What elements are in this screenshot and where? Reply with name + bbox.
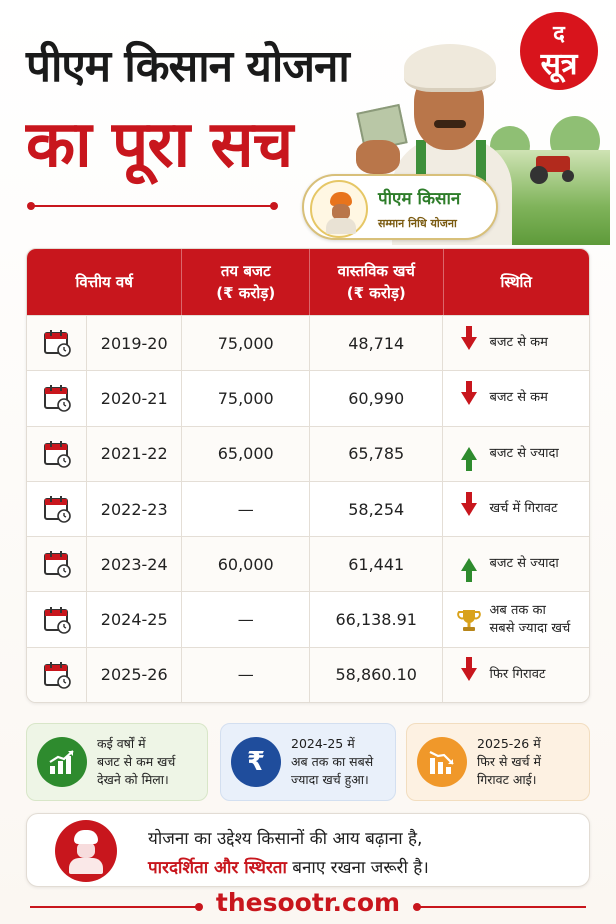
budget-cell: 60,000 <box>182 537 310 592</box>
footer-rule-left <box>30 903 203 911</box>
calendar-icon <box>27 537 87 592</box>
year-cell: 2025-26 <box>100 665 168 685</box>
actual-cell: 61,441 <box>310 537 444 592</box>
year-cell: 2023-24 <box>100 554 168 574</box>
status-cell: फिर गिरावट <box>443 648 589 702</box>
title-underline <box>27 202 278 210</box>
footer-site[interactable]: thesootr.com <box>215 888 401 917</box>
arrow-down-icon <box>461 491 478 516</box>
calendar-icon <box>27 481 87 537</box>
calendar-icon <box>27 647 87 703</box>
year-cell: 2019-20 <box>100 333 168 353</box>
status-cell: बजट से ज्यादा <box>443 537 589 591</box>
message-line-1: योजना का उद्देश्य किसानों की आय बढ़ाना ह… <box>148 829 423 849</box>
actual-cell: 65,785 <box>310 426 444 481</box>
column-header-status: स्थिति <box>500 273 532 291</box>
farmer-hand <box>356 140 400 174</box>
table-row: 2024-25 — 66,138.91 अब तक का सबसे ज्यादा … <box>27 591 589 647</box>
title-line-2: का पूरा सच <box>26 108 293 182</box>
insight-card-decline: 2025-26 में फिर से खर्च में गिरावट आई। <box>406 723 590 801</box>
budget-cell: 75,000 <box>182 371 310 426</box>
arrow-down-icon <box>461 657 478 682</box>
calendar-icon <box>27 592 87 647</box>
column-header-year: वित्तीय वर्ष <box>27 249 183 315</box>
status-cell: अब तक का सबसे ज्यादा खर्च <box>443 592 589 646</box>
calendar-icon <box>27 426 87 481</box>
arrow-up-icon <box>461 447 478 472</box>
year-cell: 2021-22 <box>100 444 168 464</box>
year-cell: 2020-21 <box>100 388 168 408</box>
tractor-icon <box>528 152 578 184</box>
status-cell: बजट से कम <box>443 371 589 425</box>
status-cell: बजट से कम <box>443 316 589 370</box>
badge-subtitle: सम्मान निधि योजना <box>378 217 457 230</box>
title-line-1: पीएम किसान योजना <box>26 41 350 92</box>
actual-cell: 58,254 <box>310 481 444 537</box>
growth-chart-icon <box>37 737 87 787</box>
budget-cell: 65,000 <box>182 426 310 481</box>
column-header-budget: तय बजट (₹ करोड़) <box>182 249 310 315</box>
message-highlight: पारदर्शिता और स्थिरता <box>148 858 287 878</box>
table-row: 2025-26 — 58,860.10 फिर गिरावट <box>27 646 589 703</box>
logo-text-2: सूत्र <box>540 47 578 82</box>
scheme-message-box: योजना का उद्देश्य किसानों की आय बढ़ाना ह… <box>26 813 590 887</box>
farmer-mustache <box>434 120 466 128</box>
actual-cell: 66,138.91 <box>310 592 444 647</box>
message-line-2: पारदर्शिता और स्थिरता बनाए रखना जरूरी है… <box>148 858 429 878</box>
decline-chart-icon <box>417 737 467 787</box>
budget-cell: 75,000 <box>182 316 310 371</box>
year-cell: 2022-23 <box>100 499 168 519</box>
footer-rule-right <box>413 903 586 911</box>
the-sootr-logo: द सूत्र <box>520 12 598 90</box>
card-text: 2024-25 में अब तक का सबसे ज्यादा खर्च हुआ। <box>291 736 374 787</box>
arrow-up-icon <box>461 557 478 582</box>
farmer-emblem-icon <box>310 180 368 238</box>
table-row: 2021-22 65,000 65,785 बजट से ज्यादा <box>27 425 589 481</box>
table-row: 2020-21 75,000 60,990 बजट से कम <box>27 370 589 426</box>
calendar-icon <box>27 316 87 371</box>
logo-text-1: द <box>553 22 565 47</box>
status-cell: खर्च में गिरावट <box>443 482 589 536</box>
budget-table: वित्तीय वर्ष तय बजट (₹ करोड़) वास्तविक खर… <box>26 248 590 704</box>
insight-card-highest-spend: ₹ 2024-25 में अब तक का सबसे ज्यादा खर्च हु… <box>220 723 396 801</box>
actual-cell: 48,714 <box>310 316 444 371</box>
insight-card-below-budget: कई वर्षों में बजट से कम खर्च देखने को मिला… <box>26 723 208 801</box>
arrow-down-icon <box>461 325 478 350</box>
budget-cell: — <box>182 592 310 647</box>
table-row: 2019-20 75,000 48,714 बजट से कम <box>27 315 589 371</box>
actual-cell: 60,990 <box>310 371 444 426</box>
rupee-icon: ₹ <box>231 737 281 787</box>
farmer-emblem-icon <box>55 820 117 882</box>
card-text: 2025-26 में फिर से खर्च में गिरावट आई। <box>477 736 541 787</box>
status-cell: बजट से ज्यादा <box>443 427 589 481</box>
trophy-icon <box>457 609 482 631</box>
budget-cell: — <box>182 647 310 703</box>
table-row: 2023-24 60,000 61,441 बजट से ज्यादा <box>27 536 589 592</box>
card-text: कई वर्षों में बजट से कम खर्च देखने को मिला… <box>97 736 176 787</box>
farmer-turban <box>404 44 496 92</box>
table-header: वित्तीय वर्ष तय बजट (₹ करोड़) वास्तविक खर… <box>27 249 589 315</box>
budget-cell: — <box>182 481 310 537</box>
actual-cell: 58,860.10 <box>310 647 444 703</box>
calendar-icon <box>27 371 87 426</box>
year-cell: 2024-25 <box>100 610 168 630</box>
table-row: 2022-23 — 58,254 खर्च में गिरावट <box>27 480 589 537</box>
column-header-actual: वास्तविक खर्च (₹ करोड़) <box>310 249 444 315</box>
pm-kisan-badge: पीएम किसान सम्मान निधि योजना <box>302 174 498 240</box>
arrow-down-icon <box>461 380 478 405</box>
badge-title: पीएम किसान <box>378 189 461 209</box>
